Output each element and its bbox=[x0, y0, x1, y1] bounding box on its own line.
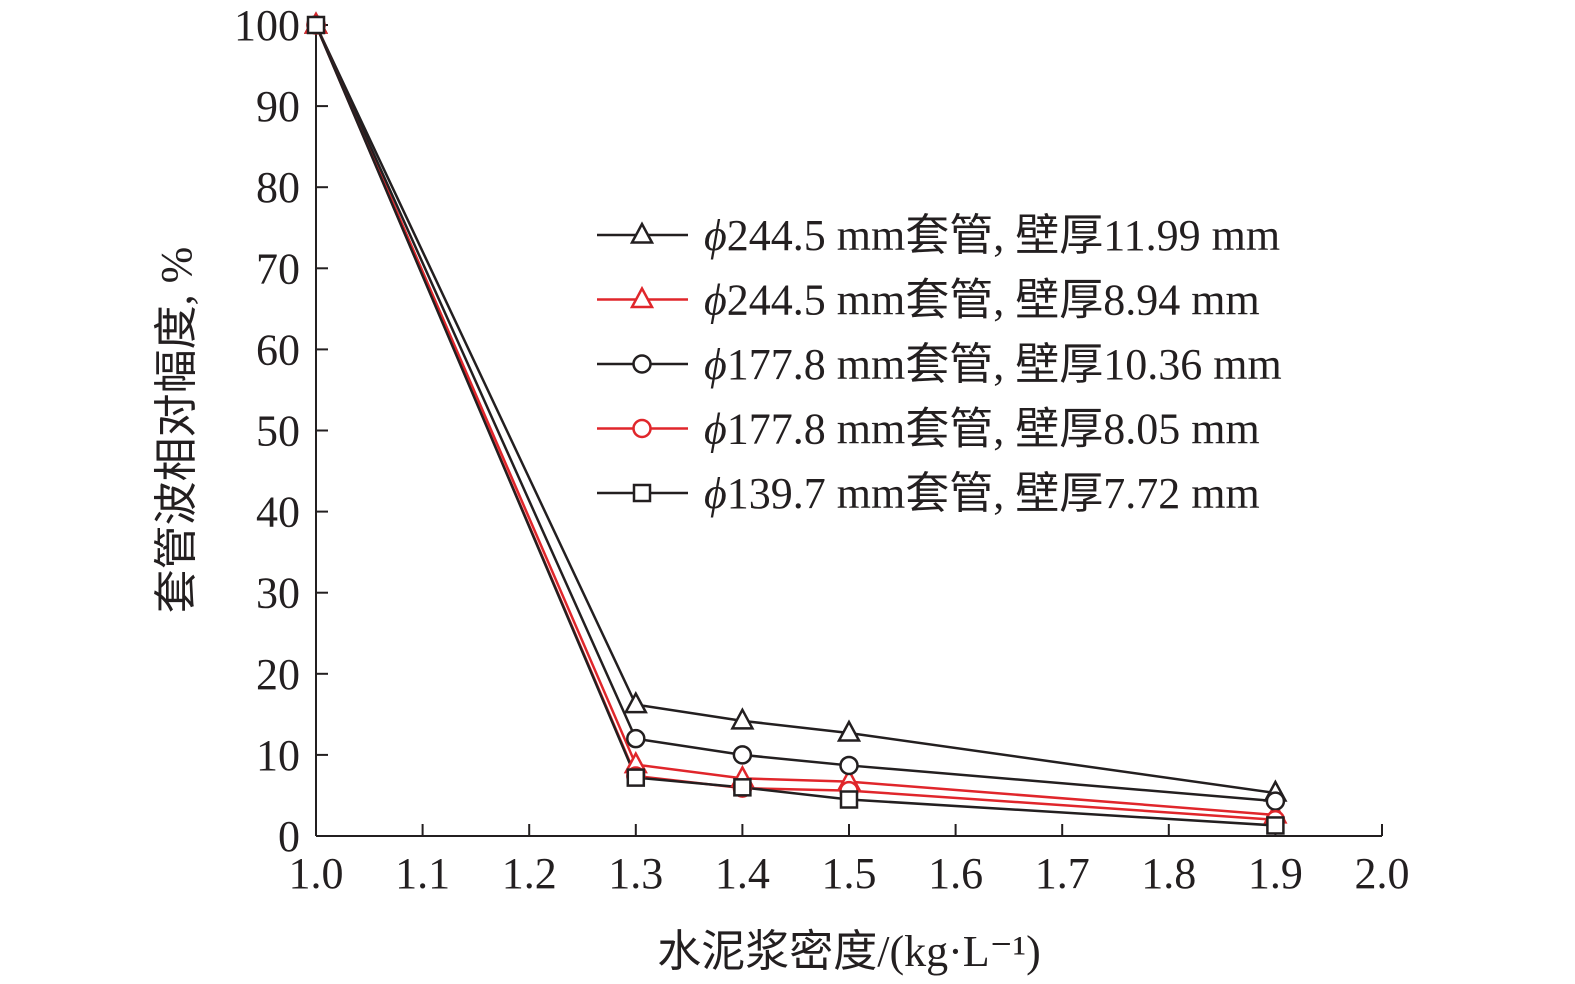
data-point-series-5 bbox=[733, 778, 752, 797]
x-tick-label: 1.7 bbox=[1035, 849, 1090, 898]
legend-marker-3 bbox=[632, 354, 652, 374]
y-tick-label: 0 bbox=[278, 812, 300, 861]
data-point-series-5 bbox=[839, 790, 859, 809]
x-tick-label: 1.3 bbox=[608, 849, 663, 898]
y-tick-label: 10 bbox=[256, 731, 300, 780]
legend-label-2: ϕ244.5 mm套管, 壁厚8.94 mm bbox=[704, 276, 1260, 325]
y-tick-label: 60 bbox=[256, 325, 300, 374]
x-tick-label: 1.1 bbox=[395, 849, 450, 898]
x-tick-label: 1.9 bbox=[1248, 849, 1303, 898]
y-axis-title: 套管波相对幅度, % bbox=[152, 247, 201, 614]
ticks: 1.0 1.1 1.2 1.3 1.4 1.5 1.6 1.7 1.8 1.9 2.0 0 10 20 30… bbox=[234, 1, 1410, 898]
legend-label-3: ϕ177.8 mm套管, 壁厚10.36 mm bbox=[704, 340, 1282, 389]
x-tick-label: 1.0 bbox=[289, 849, 344, 898]
legend-marker-2 bbox=[629, 285, 655, 309]
y-tick-label: 20 bbox=[256, 650, 300, 699]
data-point-series-1 bbox=[623, 690, 648, 714]
legend-label-5: ϕ139.7 mm套管, 壁厚7.72 mm bbox=[704, 469, 1260, 518]
data-point-series-3 bbox=[626, 728, 646, 749]
data-point-series-3 bbox=[732, 745, 753, 765]
data-point-series-1 bbox=[836, 719, 862, 742]
series-markers bbox=[303, 11, 1288, 835]
legend-marker-1 bbox=[629, 221, 655, 244]
legend-label-1: ϕ244.5 mm套管, 壁厚11.99 mm bbox=[704, 211, 1280, 260]
data-point-series-3 bbox=[839, 755, 859, 776]
data-point-series-5 bbox=[1266, 816, 1285, 835]
data-point-series-3 bbox=[1265, 791, 1286, 811]
data-point-series-5 bbox=[306, 15, 326, 35]
x-tick-label: 1.5 bbox=[822, 849, 877, 898]
x-tick-label: 2.0 bbox=[1355, 849, 1410, 898]
legend-marker-4 bbox=[632, 418, 652, 439]
legend-marker-5 bbox=[632, 483, 652, 503]
legend-label-4: ϕ177.8 mm套管, 壁厚8.05 mm bbox=[704, 405, 1260, 454]
y-tick-label: 70 bbox=[256, 244, 300, 293]
legend: ϕ244.5 mm套管, 壁厚11.99 mm ϕ244.5 mm套管, 壁厚8.… bbox=[597, 211, 1282, 518]
y-tick-label: 40 bbox=[256, 488, 300, 537]
data-point-series-5 bbox=[626, 768, 646, 787]
y-tick-label: 80 bbox=[256, 163, 300, 212]
x-tick-label: 1.8 bbox=[1141, 849, 1196, 898]
y-tick-label: 50 bbox=[256, 407, 300, 456]
x-tick-label: 1.6 bbox=[928, 849, 983, 898]
y-tick-label: 100 bbox=[234, 1, 300, 50]
x-tick-label: 1.2 bbox=[502, 849, 557, 898]
data-point-series-1 bbox=[730, 707, 755, 730]
y-tick-label: 30 bbox=[256, 569, 300, 618]
y-tick-label: 90 bbox=[256, 82, 300, 131]
x-axis-title: 水泥浆密度/(kg·L⁻¹) bbox=[657, 927, 1040, 976]
x-tick-label: 1.4 bbox=[715, 849, 770, 898]
